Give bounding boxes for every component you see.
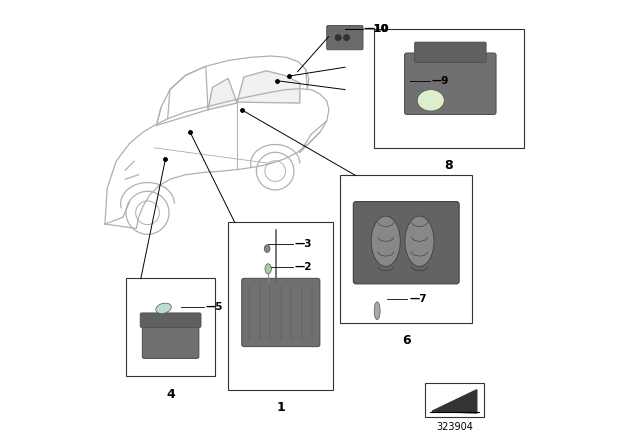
Bar xyxy=(340,175,472,323)
Polygon shape xyxy=(237,71,300,103)
Bar xyxy=(374,29,524,148)
Text: —10: —10 xyxy=(363,24,388,34)
FancyBboxPatch shape xyxy=(353,202,459,284)
Polygon shape xyxy=(208,78,237,110)
Text: —3: —3 xyxy=(295,239,312,249)
Text: —9: —9 xyxy=(431,76,449,86)
Ellipse shape xyxy=(405,216,434,267)
FancyBboxPatch shape xyxy=(404,53,496,114)
Ellipse shape xyxy=(264,245,270,252)
Text: 6: 6 xyxy=(402,334,411,347)
Circle shape xyxy=(344,34,349,41)
Text: 1: 1 xyxy=(276,401,285,414)
FancyBboxPatch shape xyxy=(326,26,363,50)
Text: —7: —7 xyxy=(409,294,427,304)
Circle shape xyxy=(335,34,341,41)
Bar xyxy=(228,222,333,390)
Ellipse shape xyxy=(265,264,271,274)
FancyBboxPatch shape xyxy=(415,42,486,63)
Ellipse shape xyxy=(156,303,172,314)
Bar xyxy=(425,383,484,417)
Text: 323904: 323904 xyxy=(436,422,473,432)
Text: —5: —5 xyxy=(205,302,223,312)
FancyBboxPatch shape xyxy=(242,278,320,347)
Polygon shape xyxy=(432,390,477,413)
Text: 8: 8 xyxy=(445,159,453,172)
Ellipse shape xyxy=(374,302,380,319)
Ellipse shape xyxy=(371,216,400,267)
FancyBboxPatch shape xyxy=(140,313,201,327)
Ellipse shape xyxy=(417,90,444,111)
Bar xyxy=(127,278,214,376)
Text: 4: 4 xyxy=(166,388,175,401)
Text: —10: —10 xyxy=(364,24,389,34)
Text: —2: —2 xyxy=(295,262,312,271)
FancyBboxPatch shape xyxy=(142,320,199,358)
